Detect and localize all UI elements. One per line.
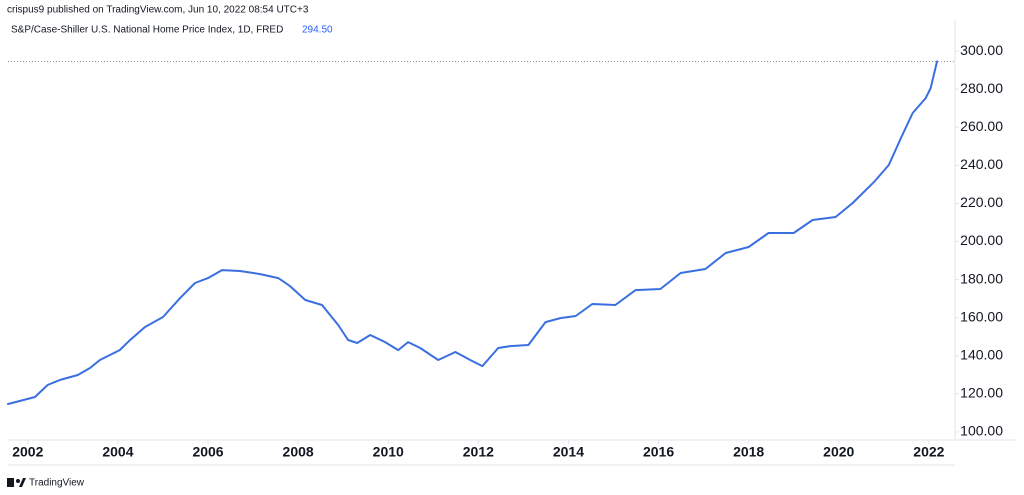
last-value-label: 294.50 xyxy=(302,25,333,36)
y-tick-label: 160.00 xyxy=(960,308,1003,324)
published-note: crispus9 published on TradingView.com, J… xyxy=(7,5,309,16)
x-tick-label: 2004 xyxy=(102,444,133,460)
x-tick-label: 2022 xyxy=(913,444,944,460)
x-tick-label: 2020 xyxy=(823,444,854,460)
y-tick-label: 180.00 xyxy=(960,270,1003,286)
x-tick-label: 2008 xyxy=(283,444,314,460)
y-tick-label: 220.00 xyxy=(960,194,1003,210)
chart-title: S&P/Case-Shiller U.S. National Home Pric… xyxy=(11,25,283,36)
y-tick-label: 120.00 xyxy=(960,385,1003,401)
y-tick-label: 260.00 xyxy=(960,118,1003,134)
y-tick-label: 100.00 xyxy=(960,423,1003,439)
brand: TradingView xyxy=(29,478,85,489)
x-tick-label: 2006 xyxy=(192,444,223,460)
logo xyxy=(7,478,26,487)
x-tick-label: 2012 xyxy=(463,444,494,460)
x-tick-label: 2018 xyxy=(733,444,764,460)
x-tick-label: 2014 xyxy=(553,444,584,460)
y-tick-label: 140.00 xyxy=(960,347,1003,363)
x-tick-label: 2016 xyxy=(643,444,674,460)
y-tick-label: 200.00 xyxy=(960,232,1003,248)
price-line xyxy=(7,60,938,405)
x-tick-label: 2002 xyxy=(12,444,43,460)
y-tick-label: 240.00 xyxy=(960,156,1003,172)
y-tick-label: 300.00 xyxy=(960,42,1003,58)
y-tick-label: 280.00 xyxy=(960,80,1003,96)
x-tick-label: 2010 xyxy=(373,444,404,460)
